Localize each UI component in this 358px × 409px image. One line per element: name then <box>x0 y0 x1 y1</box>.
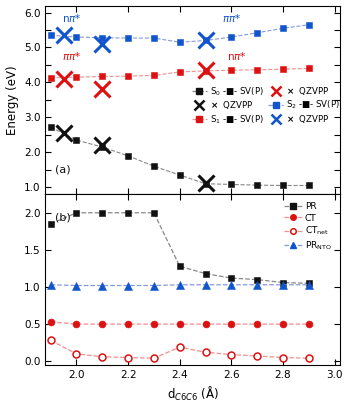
Text: $\pi\pi$*: $\pi\pi$* <box>222 12 242 24</box>
Legend: PR, CT, CT$_\mathrm{net}$, PR$_\mathrm{NTO}$: PR, CT, CT$_\mathrm{net}$, PR$_\mathrm{N… <box>280 199 335 256</box>
Y-axis label: Energy (eV): Energy (eV) <box>6 65 19 135</box>
Text: (b): (b) <box>54 212 70 222</box>
Text: n$\pi$*: n$\pi$* <box>227 50 247 63</box>
Legend: S$_0$ -$\blacksquare$- SV(P), $\mathbf{\times}$  QZVPP, S$_1$ -$\blacksquare$- S: S$_0$ -$\blacksquare$- SV(P), $\mathbf{\… <box>188 81 343 129</box>
Text: (a): (a) <box>54 164 70 175</box>
X-axis label: d$_{C6C6}$ (Å): d$_{C6C6}$ (Å) <box>167 385 219 403</box>
Text: n$\pi$*: n$\pi$* <box>62 12 82 24</box>
Text: $\pi\pi$*: $\pi\pi$* <box>62 50 82 63</box>
